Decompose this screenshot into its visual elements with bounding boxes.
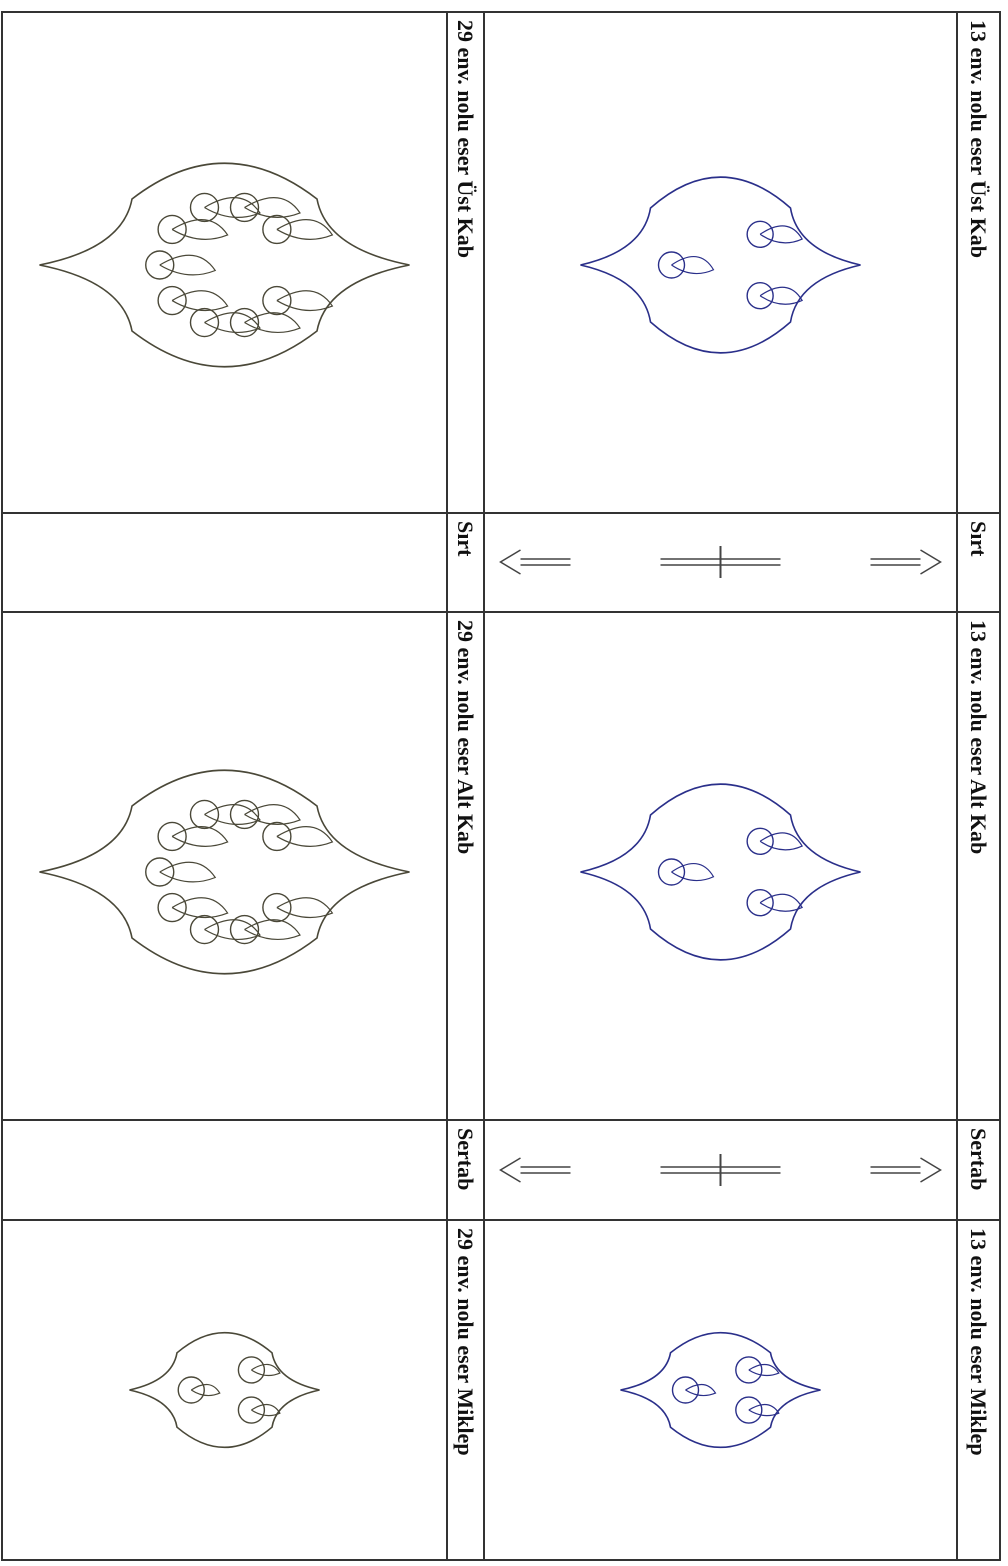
section-label: 13 env. nolu eser Üst Kab (966, 20, 991, 258)
motif-circle (189, 192, 220, 223)
divider-arrow (499, 549, 942, 575)
motif-circle (262, 285, 292, 316)
motif-leaf (748, 1404, 780, 1417)
motif-leaf (190, 1383, 221, 1397)
divider-arrow (499, 1157, 942, 1183)
table-rule (956, 11, 958, 1561)
section-label: Sırt (966, 521, 991, 557)
section-label: Sertab (453, 1128, 478, 1191)
motif-circle (735, 1396, 763, 1424)
table-rule (2, 512, 1000, 514)
table-rule (2, 1119, 1000, 1121)
section-label: 13 env. nolu eser Miklep (966, 1228, 991, 1456)
section-label: Sırt (453, 521, 478, 557)
motif-leaf (251, 1404, 281, 1417)
motif-circle (157, 892, 187, 923)
motif-leaf (276, 290, 334, 312)
table-rule (483, 11, 485, 1561)
motif-leaf (671, 863, 715, 882)
motif-circle (157, 821, 187, 852)
motif-circle (746, 220, 774, 248)
motif-leaf (276, 897, 334, 919)
motif-leaf (159, 861, 217, 883)
motif-circle (229, 914, 260, 945)
motif-circle (657, 251, 686, 279)
motif-circle (237, 1396, 266, 1424)
motif-leaf (748, 1363, 780, 1377)
motif-leaf (244, 197, 301, 218)
motif-leaf (759, 832, 803, 851)
motif-circle (735, 1356, 763, 1384)
section-label: 29 env. nolu eser Üst Kab (453, 20, 478, 258)
motif-circle (189, 799, 220, 830)
motif-circle (262, 892, 292, 923)
cartouche-outline (39, 769, 410, 975)
motif-leaf (171, 826, 229, 847)
table-rule (446, 11, 448, 1561)
table-rule (1, 11, 3, 1561)
motif-leaf (159, 254, 217, 276)
motif-leaf (204, 804, 261, 825)
table-rule (2, 11, 1000, 13)
motif-leaf (759, 225, 803, 244)
motif-leaf (759, 893, 803, 912)
cartouche-outline (39, 162, 410, 368)
motif-leaf (244, 804, 301, 825)
motif-circle (189, 914, 220, 945)
motif-circle (746, 827, 774, 855)
motif-leaf (171, 897, 229, 919)
section-label: Sertab (966, 1128, 991, 1191)
cartouche-outline (129, 1332, 320, 1448)
motif-leaf (759, 286, 803, 305)
motif-circle (671, 1376, 700, 1404)
motif-circle (746, 889, 774, 917)
section-label: 29 env. nolu eser Miklep (453, 1228, 478, 1456)
cartouche-outline (620, 1332, 821, 1448)
cartouche-outline (580, 176, 861, 354)
motif-leaf (251, 1363, 281, 1377)
motif-leaf (244, 312, 301, 334)
section-label: 29 env. nolu eser Alt Kab (453, 620, 478, 855)
motif-circle (229, 307, 260, 338)
cartouche-outline (580, 783, 861, 961)
table-rule (2, 1559, 1000, 1561)
motif-circle (746, 282, 774, 310)
motif-leaf (204, 919, 261, 941)
motif-leaf (671, 256, 715, 275)
motif-circle (237, 1356, 266, 1384)
motif-circle (229, 192, 260, 223)
motif-circle (145, 857, 175, 887)
motif-leaf (171, 290, 229, 312)
motif-leaf (171, 219, 229, 240)
motif-circle (229, 799, 260, 830)
motif-leaf (685, 1383, 717, 1397)
motif-circle (189, 307, 220, 338)
motif-leaf (204, 312, 261, 334)
motif-leaf (276, 826, 334, 847)
motif-circle (657, 858, 686, 886)
motif-leaf (244, 919, 301, 941)
motif-circle (145, 250, 175, 280)
motif-circle (177, 1376, 205, 1404)
table-rule (2, 1219, 1000, 1221)
section-label: 13 env. nolu eser Alt Kab (966, 620, 991, 855)
motif-circle (157, 214, 187, 245)
motif-leaf (204, 197, 261, 218)
motif-circle (262, 821, 292, 852)
motif-leaf (276, 219, 334, 240)
motif-circle (262, 214, 292, 245)
table-rule (999, 11, 1001, 1561)
table-rule (2, 611, 1000, 613)
motif-circle (157, 285, 187, 316)
